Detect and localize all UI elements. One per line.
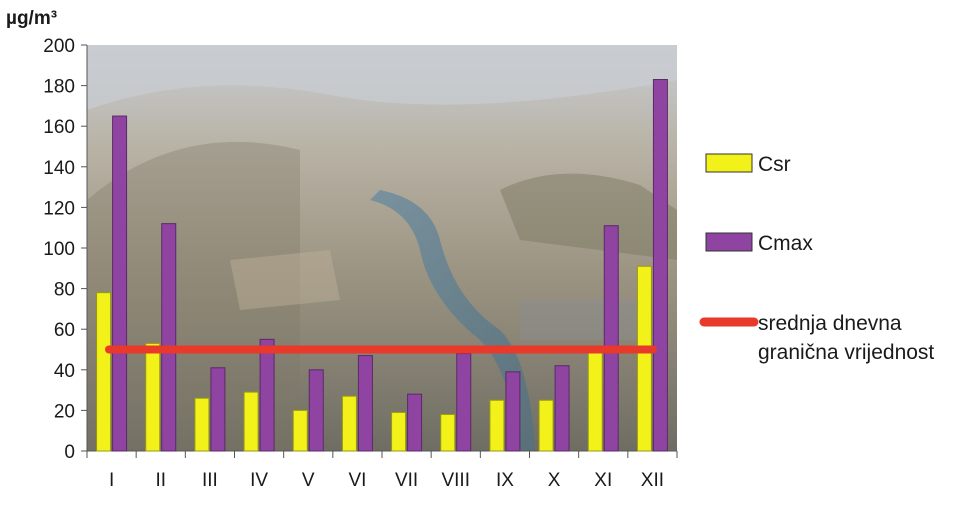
y-tick-label: 180 (43, 77, 75, 98)
legend: Csr Cmax srednja dnevna granična vrijedn… (699, 153, 934, 364)
y-tick-label: 140 (43, 158, 75, 179)
y-tick-label: 60 (54, 320, 75, 341)
y-tick-label: 120 (43, 198, 75, 219)
bar-csr-XI (587, 351, 603, 452)
bar-csr-I (96, 292, 112, 452)
bar-csr-XII (636, 265, 652, 452)
y-unit-label: µg/m³ (6, 8, 57, 29)
legend-label-reference-line1: srednja dnevna (758, 312, 902, 335)
y-tick-label: 160 (43, 117, 75, 138)
bar-cmax-VI (357, 355, 373, 452)
x-tick-label: XII (641, 470, 664, 491)
legend-swatch-cmax (705, 232, 753, 252)
bar-csr-II (145, 342, 161, 452)
bar-csr-IV (243, 391, 259, 452)
y-tick-label: 100 (43, 239, 75, 260)
bars (96, 79, 668, 452)
bar-cmax-IX (505, 371, 521, 452)
bar-csr-VI (341, 395, 357, 452)
x-axis: I II III IV V VI VII VIII IX X XI XII (86, 450, 678, 491)
bar-csr-X (538, 399, 554, 452)
y-tick-label: 40 (54, 361, 75, 382)
legend-swatch-csr (705, 153, 753, 173)
legend-label-csr: Csr (758, 153, 791, 176)
bar-cmax-III (210, 367, 226, 452)
x-tick-label: IV (250, 470, 268, 491)
bar-csr-IX (489, 399, 505, 452)
bar-cmax-VII (407, 393, 423, 452)
bar-cmax-I (112, 115, 128, 452)
x-tick-label: IX (496, 470, 514, 491)
bar-csr-III (194, 397, 210, 452)
x-tick-label: VI (348, 470, 366, 491)
legend-label-cmax: Cmax (758, 232, 813, 255)
x-tick-label: II (155, 470, 166, 491)
bar-cmax-VIII (456, 353, 472, 452)
bar-cmax-XII (652, 79, 668, 452)
x-tick-label: III (202, 470, 218, 491)
bar-cmax-XI (603, 225, 619, 452)
x-tick-label: X (548, 470, 561, 491)
x-tick-label: I (109, 470, 114, 491)
legend-label-reference-line2: granična vrijednost (758, 341, 934, 364)
background-photo (87, 45, 677, 451)
bar-csr-VII (391, 411, 407, 452)
bar-cmax-II (161, 223, 177, 452)
x-tick-label: XI (594, 470, 612, 491)
y-axis: 0 20 40 60 80 100 120 140 160 180 200 (43, 36, 88, 463)
bar-csr-VIII (440, 413, 456, 452)
y-tick-label: 80 (54, 280, 75, 301)
y-tick-label: 20 (54, 401, 75, 422)
bar-cmax-V (308, 369, 324, 452)
x-tick-label: V (302, 470, 315, 491)
bar-cmax-IV (259, 338, 275, 452)
bar-cmax-X (554, 365, 570, 452)
x-tick-label: VIII (441, 470, 470, 491)
y-tick-label: 200 (43, 36, 75, 57)
y-tick-label: 0 (64, 442, 75, 463)
bar-csr-V (292, 409, 308, 452)
x-tick-label: VII (395, 470, 418, 491)
